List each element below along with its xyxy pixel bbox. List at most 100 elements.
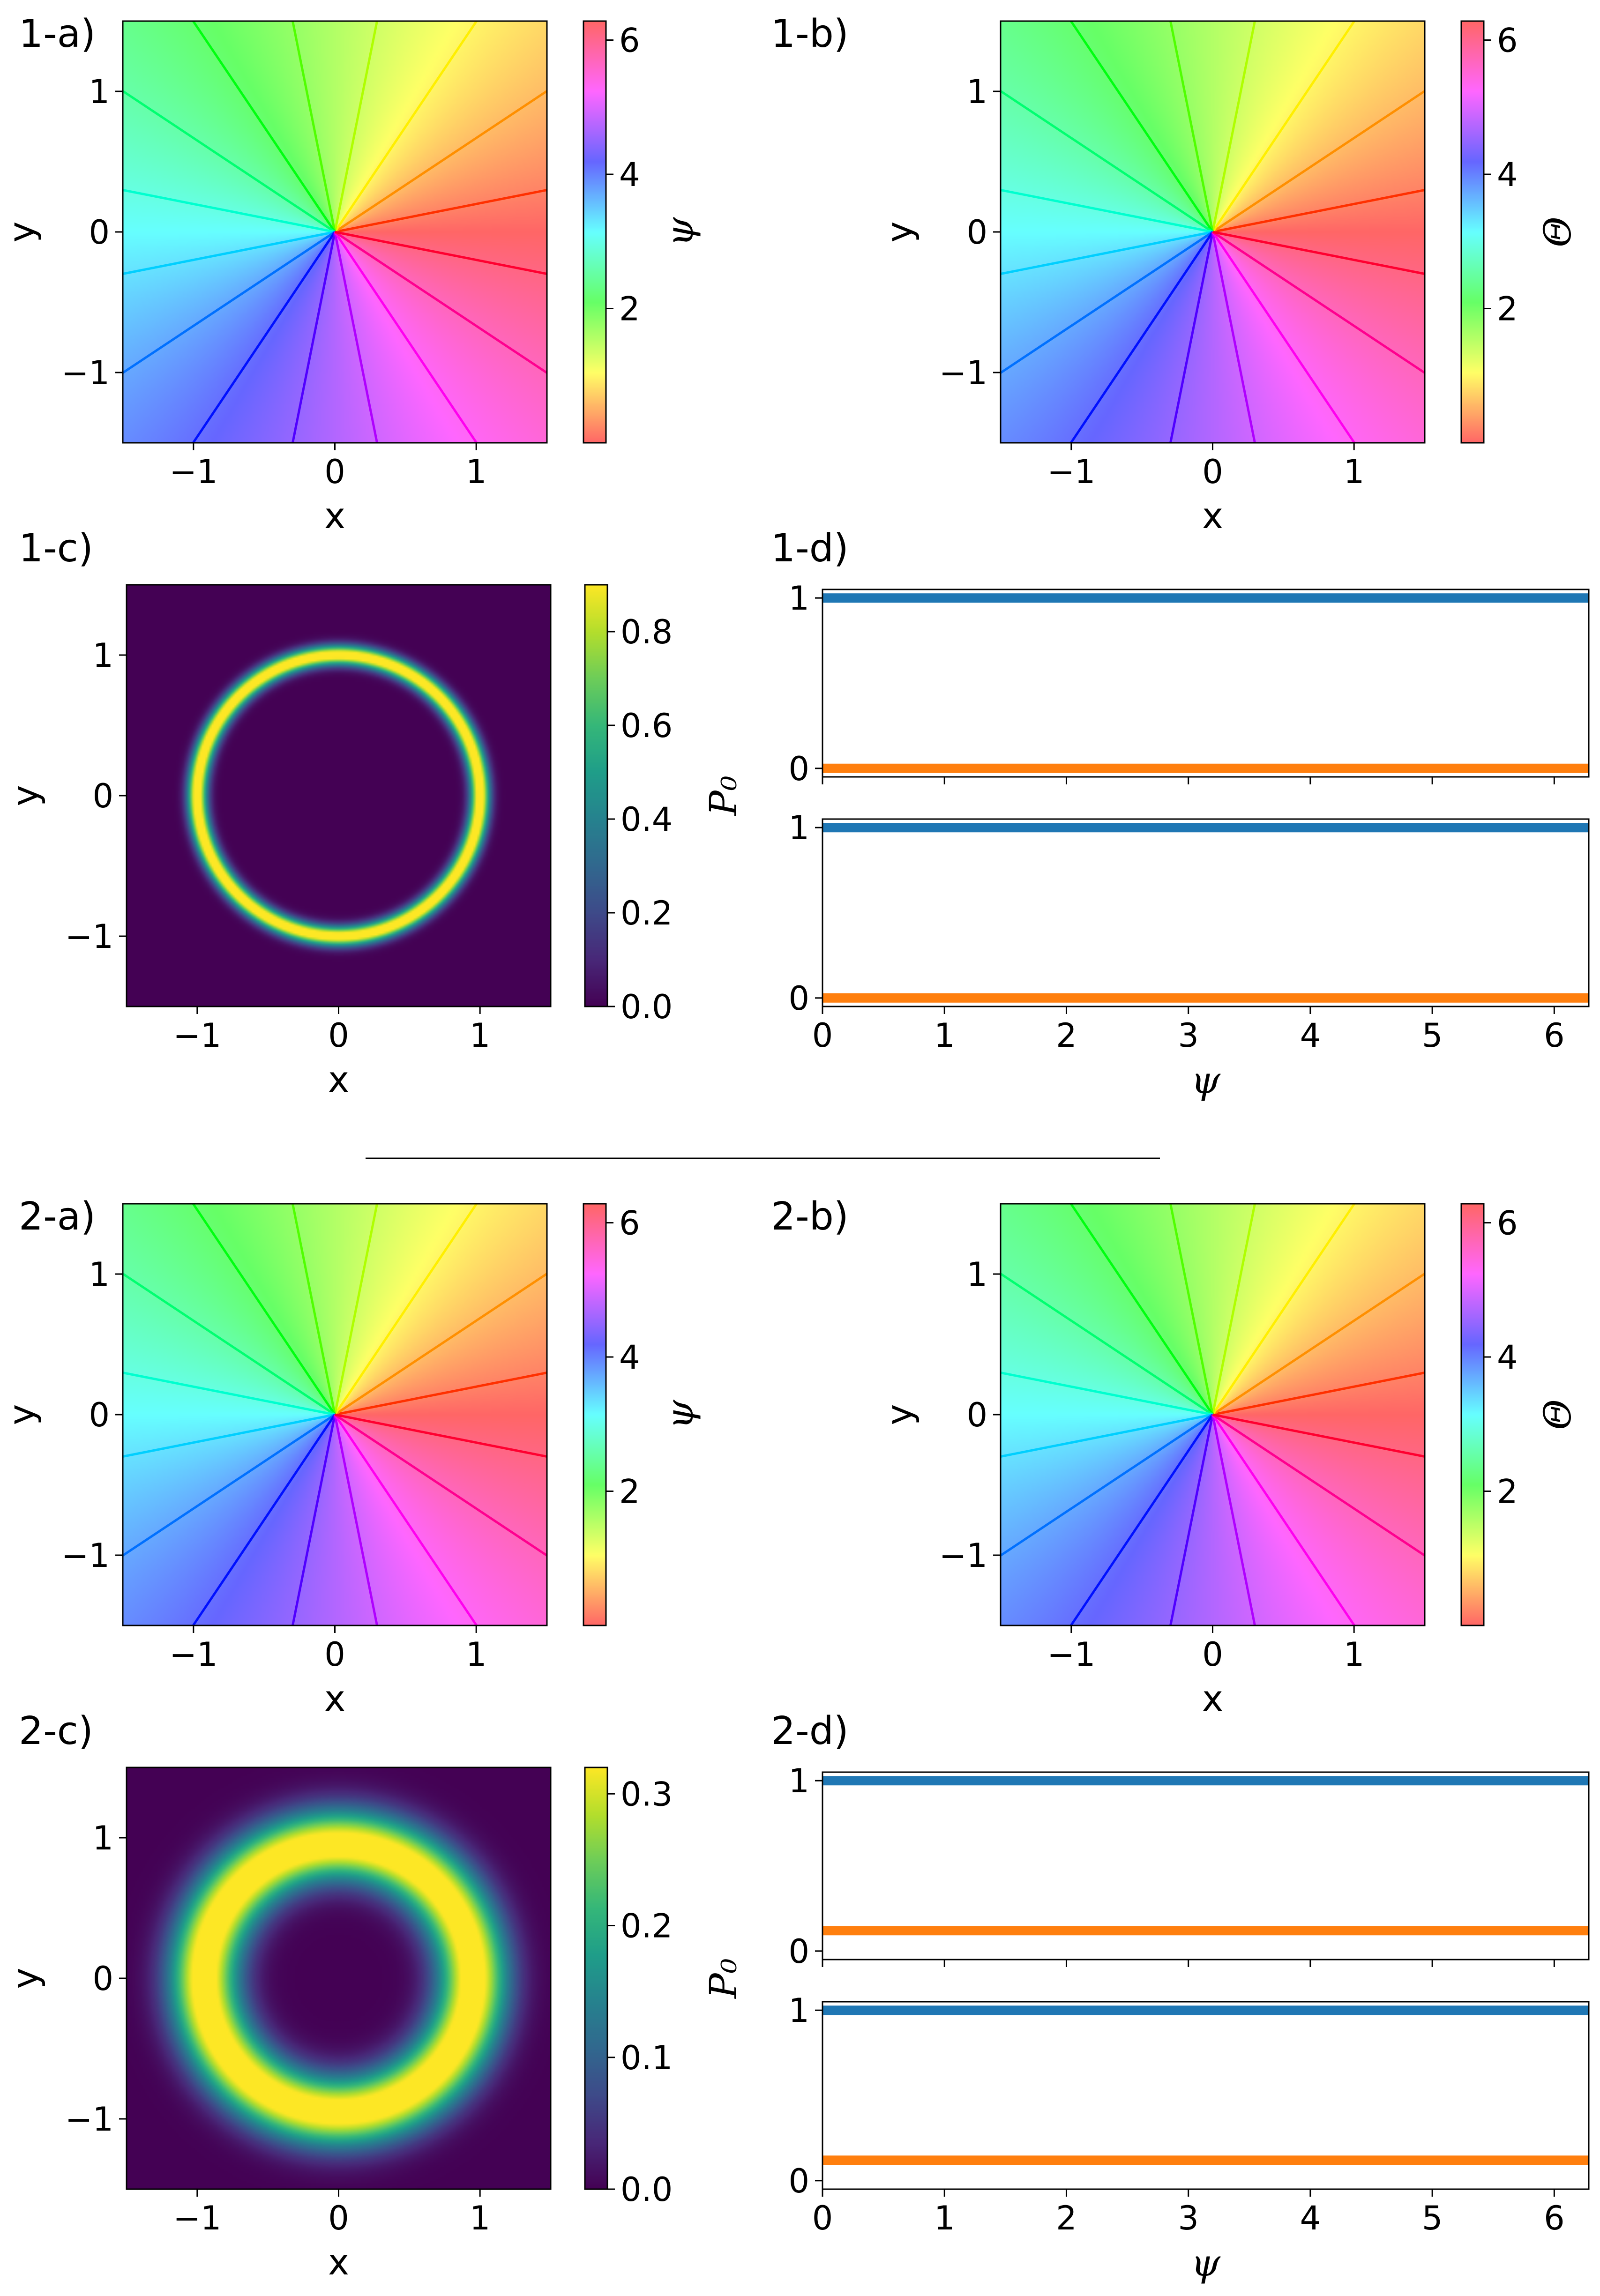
x-axis-label: x (328, 1059, 349, 1100)
contour-line (1000, 189, 1213, 233)
y-tick-label: −1 (939, 354, 987, 392)
y-tick-label: 0 (92, 1960, 113, 1998)
y-tick-label: 1 (788, 1991, 809, 2030)
contour-line (1211, 20, 1355, 233)
contour-line (122, 1372, 335, 1416)
x-tick-label: −1 (173, 2199, 221, 2237)
colorbar-label: ψ (658, 1399, 702, 1429)
contour-line (122, 231, 336, 374)
colorbar-tick-label: 6 (1497, 22, 1518, 60)
x-tick-label: 1 (1344, 453, 1365, 491)
colorbar-tick-label: 0.3 (621, 1775, 673, 1813)
contour-line (1169, 1414, 1214, 1626)
y-tick-label: −1 (65, 917, 113, 956)
colorbar-label: ψ (658, 216, 702, 246)
heatmap-image (127, 585, 551, 1006)
x-tick-label: 1 (466, 453, 487, 491)
contour-line (122, 1413, 335, 1458)
heatmap-image (127, 1767, 551, 2189)
contour-line (292, 21, 336, 232)
colorbar-image (583, 21, 606, 443)
panel-2c: −1 0 1 1 0 −1 x y 2-c) 0.0 0.1 0.2 0.3 P₀ (4, 1709, 745, 2283)
colorbar-tick-label: 0.0 (621, 988, 673, 1026)
contour-line (334, 231, 548, 374)
contour-line (192, 20, 336, 233)
colorbar-tick-label: 4 (1497, 156, 1518, 194)
x-axis-label: x (1202, 495, 1223, 537)
contour-line (1212, 1273, 1426, 1416)
colorbar-frame (584, 584, 608, 1007)
contour-line (334, 20, 478, 233)
contour-line (1211, 1203, 1355, 1416)
x-tick-label: 1 (470, 2199, 491, 2237)
x-tick-label: −1 (169, 453, 217, 491)
colorbar-tick-label: 2 (1497, 1473, 1518, 1511)
colorbar-tick-label: 6 (1497, 1204, 1518, 1243)
x-tick-label: 6 (1544, 1016, 1565, 1055)
contour-line (1212, 90, 1426, 233)
contour-line (1211, 231, 1256, 443)
colorbar-frame (583, 1203, 607, 1626)
y-tick-label: 0 (966, 213, 987, 252)
contour-line (122, 231, 335, 275)
y-tick-label: 1 (92, 1819, 113, 1857)
contour-line (1169, 1203, 1214, 1415)
x-axis-label: x (324, 495, 345, 537)
subplot: 0 1 0 1 2 3 4 5 6 ψ (788, 809, 1590, 1102)
colorbar-label: Θ (1536, 216, 1579, 247)
x-tick-label: 4 (1300, 1016, 1321, 1055)
x-tick-label: 0 (328, 1016, 349, 1055)
contour-line (1211, 1414, 1355, 1626)
colorbar-image (585, 585, 607, 1006)
y-tick-label: −1 (939, 1536, 987, 1575)
contour-line (335, 1413, 547, 1458)
x-tick-label: 0 (328, 2199, 349, 2237)
panel-label: 1-d) (771, 526, 849, 571)
contour-line (1212, 231, 1425, 275)
x-tick-label: 2 (1056, 2199, 1077, 2237)
contour-line (292, 1203, 336, 1415)
x-axis-label: x (328, 2241, 349, 2283)
contour-line (335, 189, 547, 233)
y-tick-label: 0 (89, 1396, 110, 1434)
axes-frame (822, 818, 1590, 1007)
y-tick-label: −1 (61, 354, 110, 392)
x-tick-label: 1 (934, 2199, 955, 2237)
contour-line (334, 1414, 378, 1626)
y-axis-label: y (4, 785, 46, 806)
colorbar-tick-label: 4 (619, 1338, 640, 1377)
colorbar-frame (583, 20, 607, 444)
axes-frame (822, 1771, 1590, 1961)
contour-line (1212, 1413, 1425, 1458)
colorbar-tick-label: 2 (1497, 290, 1518, 328)
colorbar-image (585, 1767, 607, 2189)
colorbar-label: P₀ (702, 775, 745, 817)
contour-line (334, 1203, 478, 1416)
x-tick-label: 3 (1178, 1016, 1199, 1055)
contour-line (1211, 1414, 1256, 1626)
y-axis-label: y (878, 222, 920, 243)
contour-line (1070, 1203, 1214, 1416)
contour-line (122, 189, 335, 233)
colorbar-tick-label: 0.6 (621, 707, 673, 745)
x-tick-label: 0 (1202, 453, 1223, 491)
colorbar-image (1461, 21, 1484, 443)
contour-line (1212, 1413, 1426, 1557)
y-axis-label: y (0, 1404, 42, 1425)
panel-1c: −1 0 1 1 0 −1 x y 1-c) 0.0 0.2 0.4 0.6 0.8 P₀ (4, 526, 745, 1100)
x-tick-label: 4 (1300, 2199, 1321, 2237)
x-axis-label: x (324, 1677, 345, 1719)
contour-line (334, 90, 548, 233)
colorbar-tick-label: 0.2 (621, 1907, 673, 1946)
contour-line (334, 231, 478, 444)
y-tick-label: 0 (966, 1396, 987, 1434)
colorbar-frame (1460, 20, 1485, 444)
colorbar-tick-label: 4 (1497, 1338, 1518, 1377)
axes-frame (822, 2001, 1590, 2190)
panel-2b: −1 0 1 1 0 −1 x y 2-b) 2 4 6 Θ (771, 1194, 1579, 1719)
colorbar-tick-label: 0.4 (621, 800, 673, 839)
y-tick-label: 1 (89, 1255, 110, 1294)
contour-line (1211, 231, 1355, 444)
contour-line (1169, 231, 1214, 443)
colorbar-tick-label: 0.8 (621, 613, 673, 651)
